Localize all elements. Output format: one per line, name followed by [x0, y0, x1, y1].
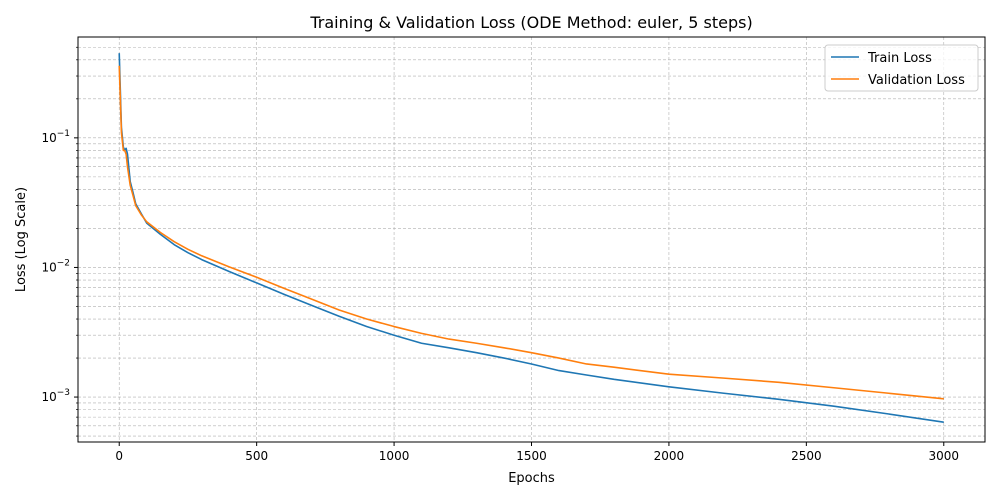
y-tick-label: 10−2	[41, 258, 70, 274]
series-line-1	[118, 65, 944, 400]
legend: Train Loss Validation Loss	[824, 44, 979, 92]
x-tick-label: 1500	[516, 449, 547, 463]
series-layer	[118, 53, 944, 423]
x-axis-label: Epochs	[508, 471, 555, 486]
grid-layer	[78, 37, 985, 442]
x-tick-label: 3000	[928, 449, 959, 463]
x-tick-label: 0	[115, 449, 123, 463]
x-tick-label: 2500	[791, 449, 822, 463]
y-tick-label: 10−3	[41, 388, 70, 404]
ticks-layer: 0 500 1000 1500 2000 2500 3000 10−3 10−2 10−1	[41, 46, 959, 463]
x-tick-label: 1000	[379, 449, 410, 463]
chart-title: Training & Validation Loss (ODE Method: …	[309, 13, 752, 32]
legend-box	[824, 44, 979, 92]
legend-label-train-loss: Train Loss	[867, 51, 932, 66]
y-tick-label: 10−1	[41, 129, 70, 145]
legend-label-validation-loss: Validation Loss	[868, 73, 965, 88]
x-tick-label: 500	[245, 449, 268, 463]
x-tick-label: 2000	[654, 449, 685, 463]
y-axis-label: Loss (Log Scale)	[14, 187, 29, 292]
